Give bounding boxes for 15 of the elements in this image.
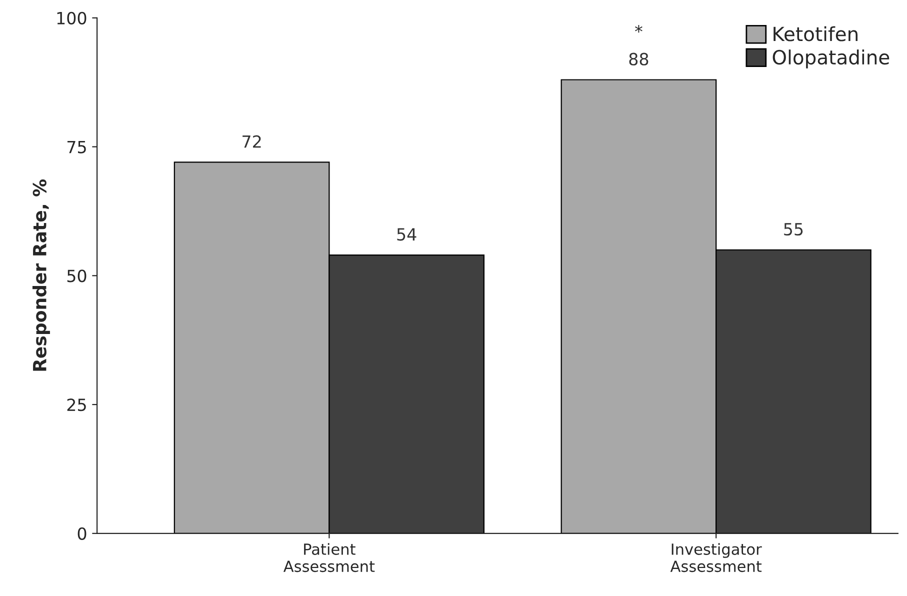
y-axis-title: Responder Rate, % xyxy=(32,179,50,371)
y-tick-label: 0 xyxy=(78,527,86,540)
x-tick-label: Patient Assessment xyxy=(283,543,375,572)
annotation: * xyxy=(635,25,642,33)
y-tick-label: 25 xyxy=(67,398,86,412)
data-label: 72 xyxy=(242,135,261,148)
data-label: 55 xyxy=(784,223,803,236)
y-tick-label: 50 xyxy=(67,270,86,282)
legend-label: Ketotifen xyxy=(774,26,858,42)
legend-label: Olopatadine xyxy=(772,50,890,68)
y-tick-label: 75 xyxy=(67,140,86,154)
x-tick-label: Investigator Assessment xyxy=(670,543,762,572)
data-label: 54 xyxy=(397,228,416,241)
data-label: 88 xyxy=(629,52,648,66)
y-tick-label: 100 xyxy=(57,12,86,24)
